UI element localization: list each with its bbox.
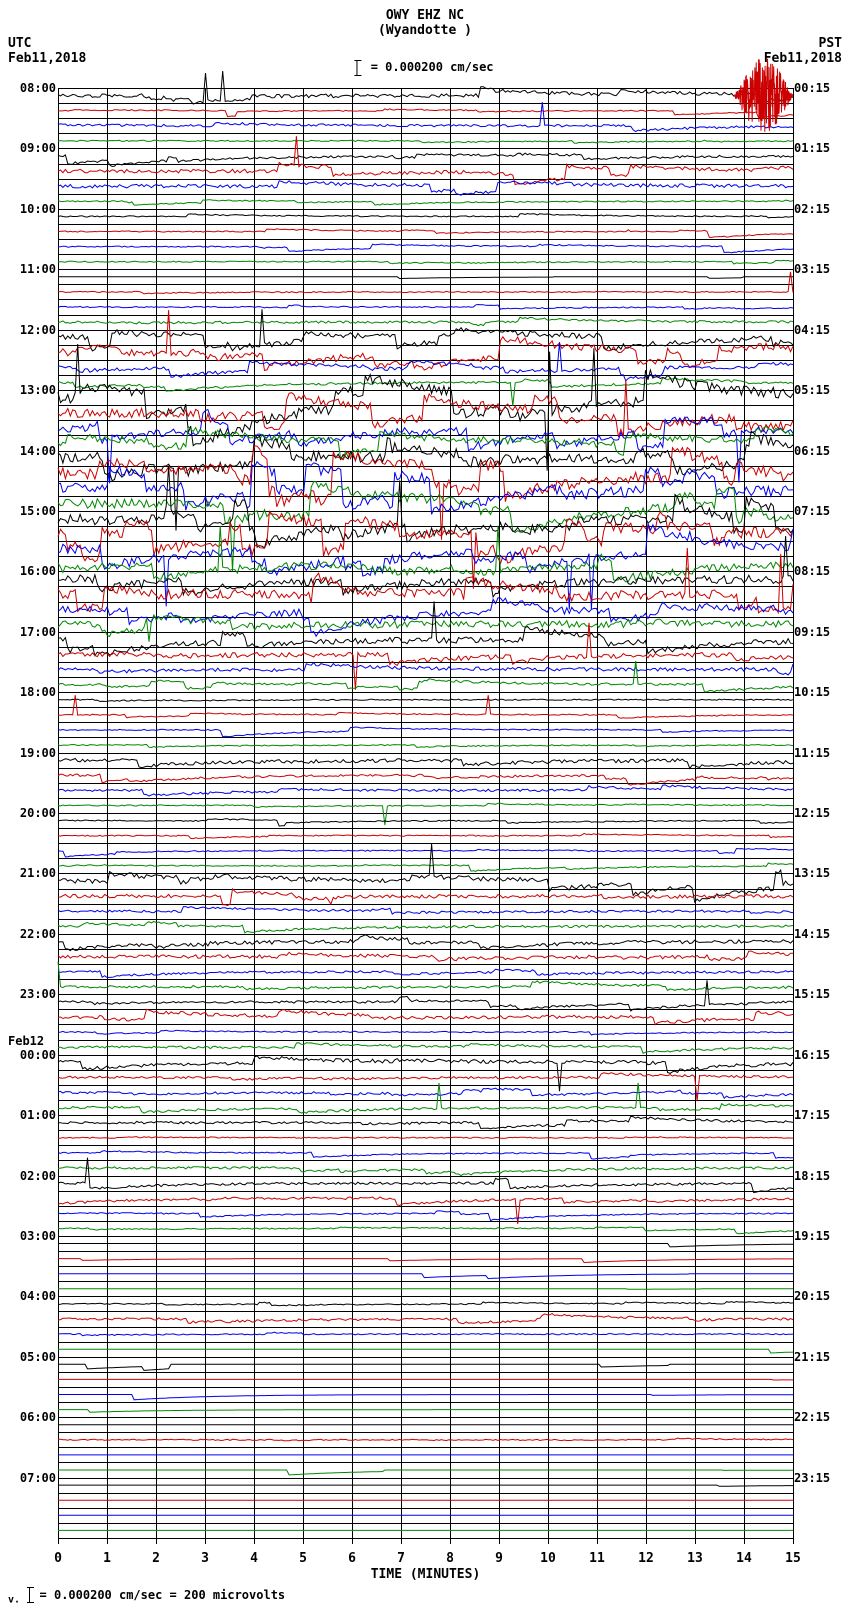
ytick-right: 21:15	[794, 1350, 842, 1364]
ytick-right: 02:15	[794, 202, 842, 216]
scale-indicator: = 0.000200 cm/sec	[356, 60, 493, 75]
ytick-right: 14:15	[794, 927, 842, 941]
footer-scale-text: = 0.000200 cm/sec = 200 microvolts	[40, 1588, 286, 1602]
left-timezone-block: UTC Feb11,2018	[8, 36, 86, 66]
ytick-left: 06:00	[8, 1410, 56, 1424]
ytick-left: 17:00	[8, 625, 56, 639]
xtick-label: 5	[299, 1551, 307, 1566]
ytick-left: 07:00	[8, 1471, 56, 1485]
ytick-right: 10:15	[794, 685, 842, 699]
xtick-label: 7	[397, 1551, 405, 1566]
xaxis-title: TIME (MINUTES)	[371, 1567, 481, 1582]
ytick-right: 15:15	[794, 987, 842, 1001]
xtick-label: 8	[446, 1551, 454, 1566]
xtick-label: 2	[152, 1551, 160, 1566]
ytick-right: 20:15	[794, 1289, 842, 1303]
ytick-right: 03:15	[794, 262, 842, 276]
ytick-right: 11:15	[794, 746, 842, 760]
ytick-right: 16:15	[794, 1048, 842, 1062]
xtick-label: 11	[589, 1551, 605, 1566]
ytick-right: 07:15	[794, 504, 842, 518]
xtick-label: 1	[103, 1551, 111, 1566]
ytick-right: 08:15	[794, 564, 842, 578]
ytick-left: 09:00	[8, 141, 56, 155]
grid-row	[58, 1538, 793, 1539]
station-location: (Wyandotte )	[378, 23, 472, 38]
ytick-left: 16:00	[8, 564, 56, 578]
xtick-label: 3	[201, 1551, 209, 1566]
day2-label: Feb12	[8, 1034, 44, 1048]
ytick-right: 09:15	[794, 625, 842, 639]
ytick-right: 13:15	[794, 866, 842, 880]
left-date-label: Feb11,2018	[8, 51, 86, 66]
ytick-left: 10:00	[8, 202, 56, 216]
xtick-label: 13	[687, 1551, 703, 1566]
chart-title: OWY EHZ NC (Wyandotte )	[378, 8, 472, 38]
xtick-label: 4	[250, 1551, 258, 1566]
ytick-left: 04:00	[8, 1289, 56, 1303]
footer-scale: v. = 0.000200 cm/sec = 200 microvolts	[8, 1588, 285, 1605]
right-date-label: Feb11,2018	[764, 51, 842, 66]
left-tz-label: UTC	[8, 36, 86, 51]
ytick-left: 08:00	[8, 81, 56, 95]
ytick-left: 20:00	[8, 806, 56, 820]
scale-text: = 0.000200 cm/sec	[371, 60, 494, 74]
ytick-left: 00:00	[8, 1048, 56, 1062]
station-code: OWY EHZ NC	[378, 8, 472, 23]
ytick-right: 17:15	[794, 1108, 842, 1122]
ytick-left: 13:00	[8, 383, 56, 397]
helicorder-plot: 0123456789101112131415TIME (MINUTES)	[58, 88, 793, 1538]
ytick-left: 05:00	[8, 1350, 56, 1364]
ytick-left: 18:00	[8, 685, 56, 699]
ytick-right: 23:15	[794, 1471, 842, 1485]
ytick-right: 04:15	[794, 323, 842, 337]
ytick-left: 02:00	[8, 1169, 56, 1183]
xtick-label: 0	[54, 1551, 62, 1566]
ytick-left: 19:00	[8, 746, 56, 760]
ytick-left: 01:00	[8, 1108, 56, 1122]
ytick-left: 12:00	[8, 323, 56, 337]
chart-header: OWY EHZ NC (Wyandotte ) UTC Feb11,2018 P…	[8, 8, 842, 86]
xtick-label: 15	[785, 1551, 801, 1566]
ytick-right: 12:15	[794, 806, 842, 820]
ytick-left: 15:00	[8, 504, 56, 518]
xtick-label: 6	[348, 1551, 356, 1566]
ytick-left: 03:00	[8, 1229, 56, 1243]
ytick-right: 06:15	[794, 444, 842, 458]
ytick-right: 18:15	[794, 1169, 842, 1183]
ytick-left: 23:00	[8, 987, 56, 1001]
xtick-label: 9	[495, 1551, 503, 1566]
ytick-left: 21:00	[8, 866, 56, 880]
ytick-right: 00:15	[794, 81, 842, 95]
xtick-label: 10	[540, 1551, 556, 1566]
ytick-right: 01:15	[794, 141, 842, 155]
seismic-event-burst	[58, 88, 793, 1538]
ytick-left: 22:00	[8, 927, 56, 941]
ytick-right: 22:15	[794, 1410, 842, 1424]
ytick-left: 11:00	[8, 262, 56, 276]
ytick-left: 14:00	[8, 444, 56, 458]
ytick-right: 19:15	[794, 1229, 842, 1243]
right-timezone-block: PST Feb11,2018	[764, 36, 842, 66]
xtick-label: 12	[638, 1551, 654, 1566]
right-tz-label: PST	[764, 36, 842, 51]
xtick-label: 14	[736, 1551, 752, 1566]
ytick-right: 05:15	[794, 383, 842, 397]
